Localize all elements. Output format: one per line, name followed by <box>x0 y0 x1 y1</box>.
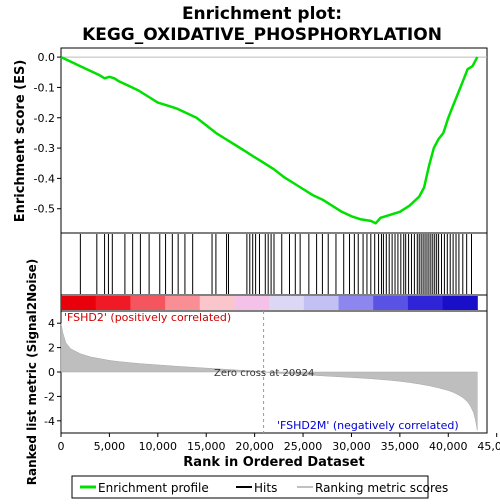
heatmap-segment <box>339 296 374 310</box>
heatmap-segment <box>443 296 478 310</box>
es-y-tick-label: -0.5 <box>34 203 55 216</box>
hit-marks <box>80 234 471 294</box>
heatmap-segment <box>130 296 165 310</box>
heatmap-segment <box>96 296 131 310</box>
es-y-tick-label: 0.0 <box>38 51 56 64</box>
metric-y-tick-label: 4 <box>48 317 55 330</box>
legend-hits-label: Hits <box>254 481 277 495</box>
x-tick-label: 5,000 <box>94 440 126 453</box>
x-tick-label: 30,000 <box>332 440 371 453</box>
heatmap-segment <box>304 296 339 310</box>
metric-y-tick-label: 0 <box>48 366 55 379</box>
heatmap-segment <box>200 296 235 310</box>
x-tick-label: 15,000 <box>187 440 226 453</box>
es-y-tick-label: -0.2 <box>34 112 55 125</box>
chart-title-line2: KEGG_OXIDATIVE_PHOSPHORYLATION <box>82 25 442 45</box>
x-tick-label: 45,000 <box>477 440 500 453</box>
positive-correlation-label: 'FSHD2' (positively correlated) <box>64 311 231 324</box>
heatmap-segment <box>373 296 408 310</box>
metric-y-ticks: 4 2 0 -2 -4 <box>44 317 61 428</box>
x-tick-label: 0 <box>58 440 65 453</box>
es-panel-frame <box>61 48 487 233</box>
zero-cross-label: Zero cross at 20924 <box>214 368 314 379</box>
heatmap-band <box>61 296 478 310</box>
chart-title-line1: Enrichment plot: <box>182 4 342 24</box>
legend-profile-label: Enrichment profile <box>98 481 209 495</box>
metric-y-axis-label: Ranked list metric (Signal2Noise) <box>25 259 39 486</box>
x-axis-label: Rank in Ordered Dataset <box>183 455 364 470</box>
es-y-axis-label: Enrichment score (ES) <box>13 60 28 223</box>
x-tick-label: 10,000 <box>139 440 178 453</box>
heatmap-segment <box>61 296 96 310</box>
x-tick-label: 25,000 <box>284 440 323 453</box>
legend-metric-label: Ranking metric scores <box>315 481 448 495</box>
x-tick-label: 20,000 <box>235 440 274 453</box>
metric-y-tick-label: -2 <box>44 390 55 403</box>
heatmap-segment <box>165 296 200 310</box>
es-y-tick-label: -0.1 <box>34 81 55 94</box>
x-tick-label: 35,000 <box>381 440 420 453</box>
es-profile <box>61 57 477 223</box>
negative-correlation-label: 'FSHD2M' (negatively correlated) <box>277 419 459 432</box>
metric-y-tick-label: -4 <box>44 415 55 428</box>
x-tick-label: 40,000 <box>429 440 468 453</box>
metric-y-tick-label: 2 <box>48 342 55 355</box>
heatmap-segment <box>234 296 269 310</box>
heatmap-segment <box>269 296 304 310</box>
x-ticks: 0 5,000 10,000 15,000 20,000 25,000 30,000 35,0… <box>58 433 500 453</box>
es-y-tick-label: -0.4 <box>34 172 55 185</box>
es-profile-line <box>61 57 477 223</box>
es-y-tick-label: -0.3 <box>34 142 55 155</box>
heatmap-segment <box>408 296 443 310</box>
